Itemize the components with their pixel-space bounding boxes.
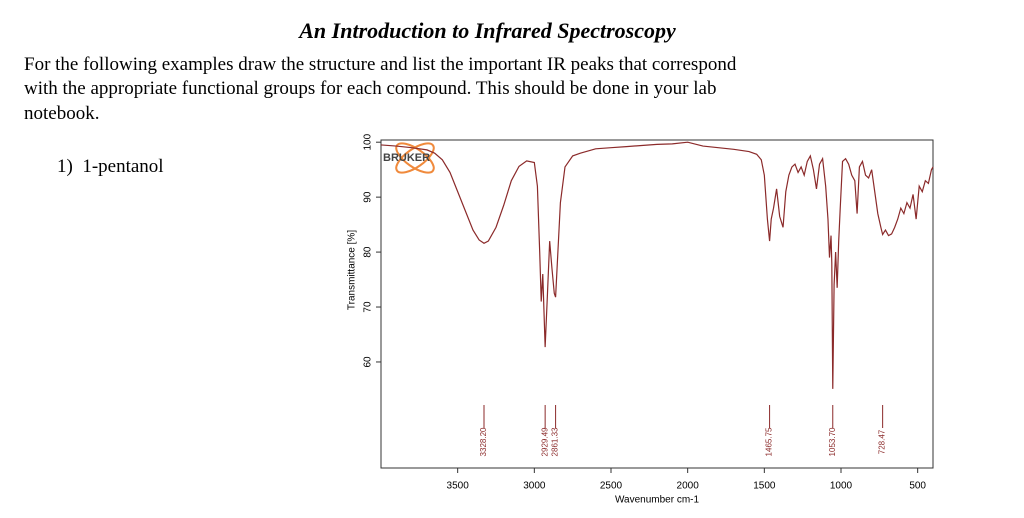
y-tick-label: 90 [363, 191, 374, 203]
x-axis-title: Wavenumber cm-1 [615, 495, 700, 506]
item-number: 1) [57, 156, 73, 177]
document-title: An Introduction to Infrared Spectroscopy [299, 18, 676, 43]
logo-text: BRUKER [383, 152, 430, 164]
peak-label: 2861.33 [551, 427, 560, 456]
peak-label: 3328.20 [479, 427, 488, 456]
peak-label: 1053.70 [828, 427, 837, 456]
y-tick-label: 80 [363, 246, 374, 258]
plot-frame [380, 139, 934, 469]
x-tick-label: 2000 [677, 481, 700, 492]
x-tick-label: 1000 [830, 481, 853, 492]
y-tick-label: 60 [363, 356, 374, 368]
paragraph-line: For the following examples draw the stru… [24, 54, 737, 75]
y-tick-label: 70 [363, 301, 374, 313]
y-axis-title: Transmittance [%] [347, 230, 358, 310]
x-tick-label: 2500 [600, 481, 623, 492]
x-tick-label: 3500 [447, 481, 470, 492]
paragraph-line: notebook. [24, 103, 100, 124]
paragraph-line: with the appropriate functional groups f… [24, 78, 717, 99]
spectrum-line [380, 141, 934, 389]
logo-icon [395, 142, 435, 174]
peak-label: 728.47 [878, 429, 887, 454]
item-label: 1-pentanol [82, 156, 164, 177]
x-tick-label: 500 [909, 481, 926, 492]
peak-label: 1465.75 [765, 427, 774, 456]
peak-label: 2929.49 [540, 427, 549, 456]
y-tick-label: 100 [363, 133, 374, 150]
list-item: 1) 1-pentanol [57, 156, 164, 178]
x-tick-label: 3000 [523, 481, 546, 492]
x-tick-label: 1500 [753, 481, 776, 492]
